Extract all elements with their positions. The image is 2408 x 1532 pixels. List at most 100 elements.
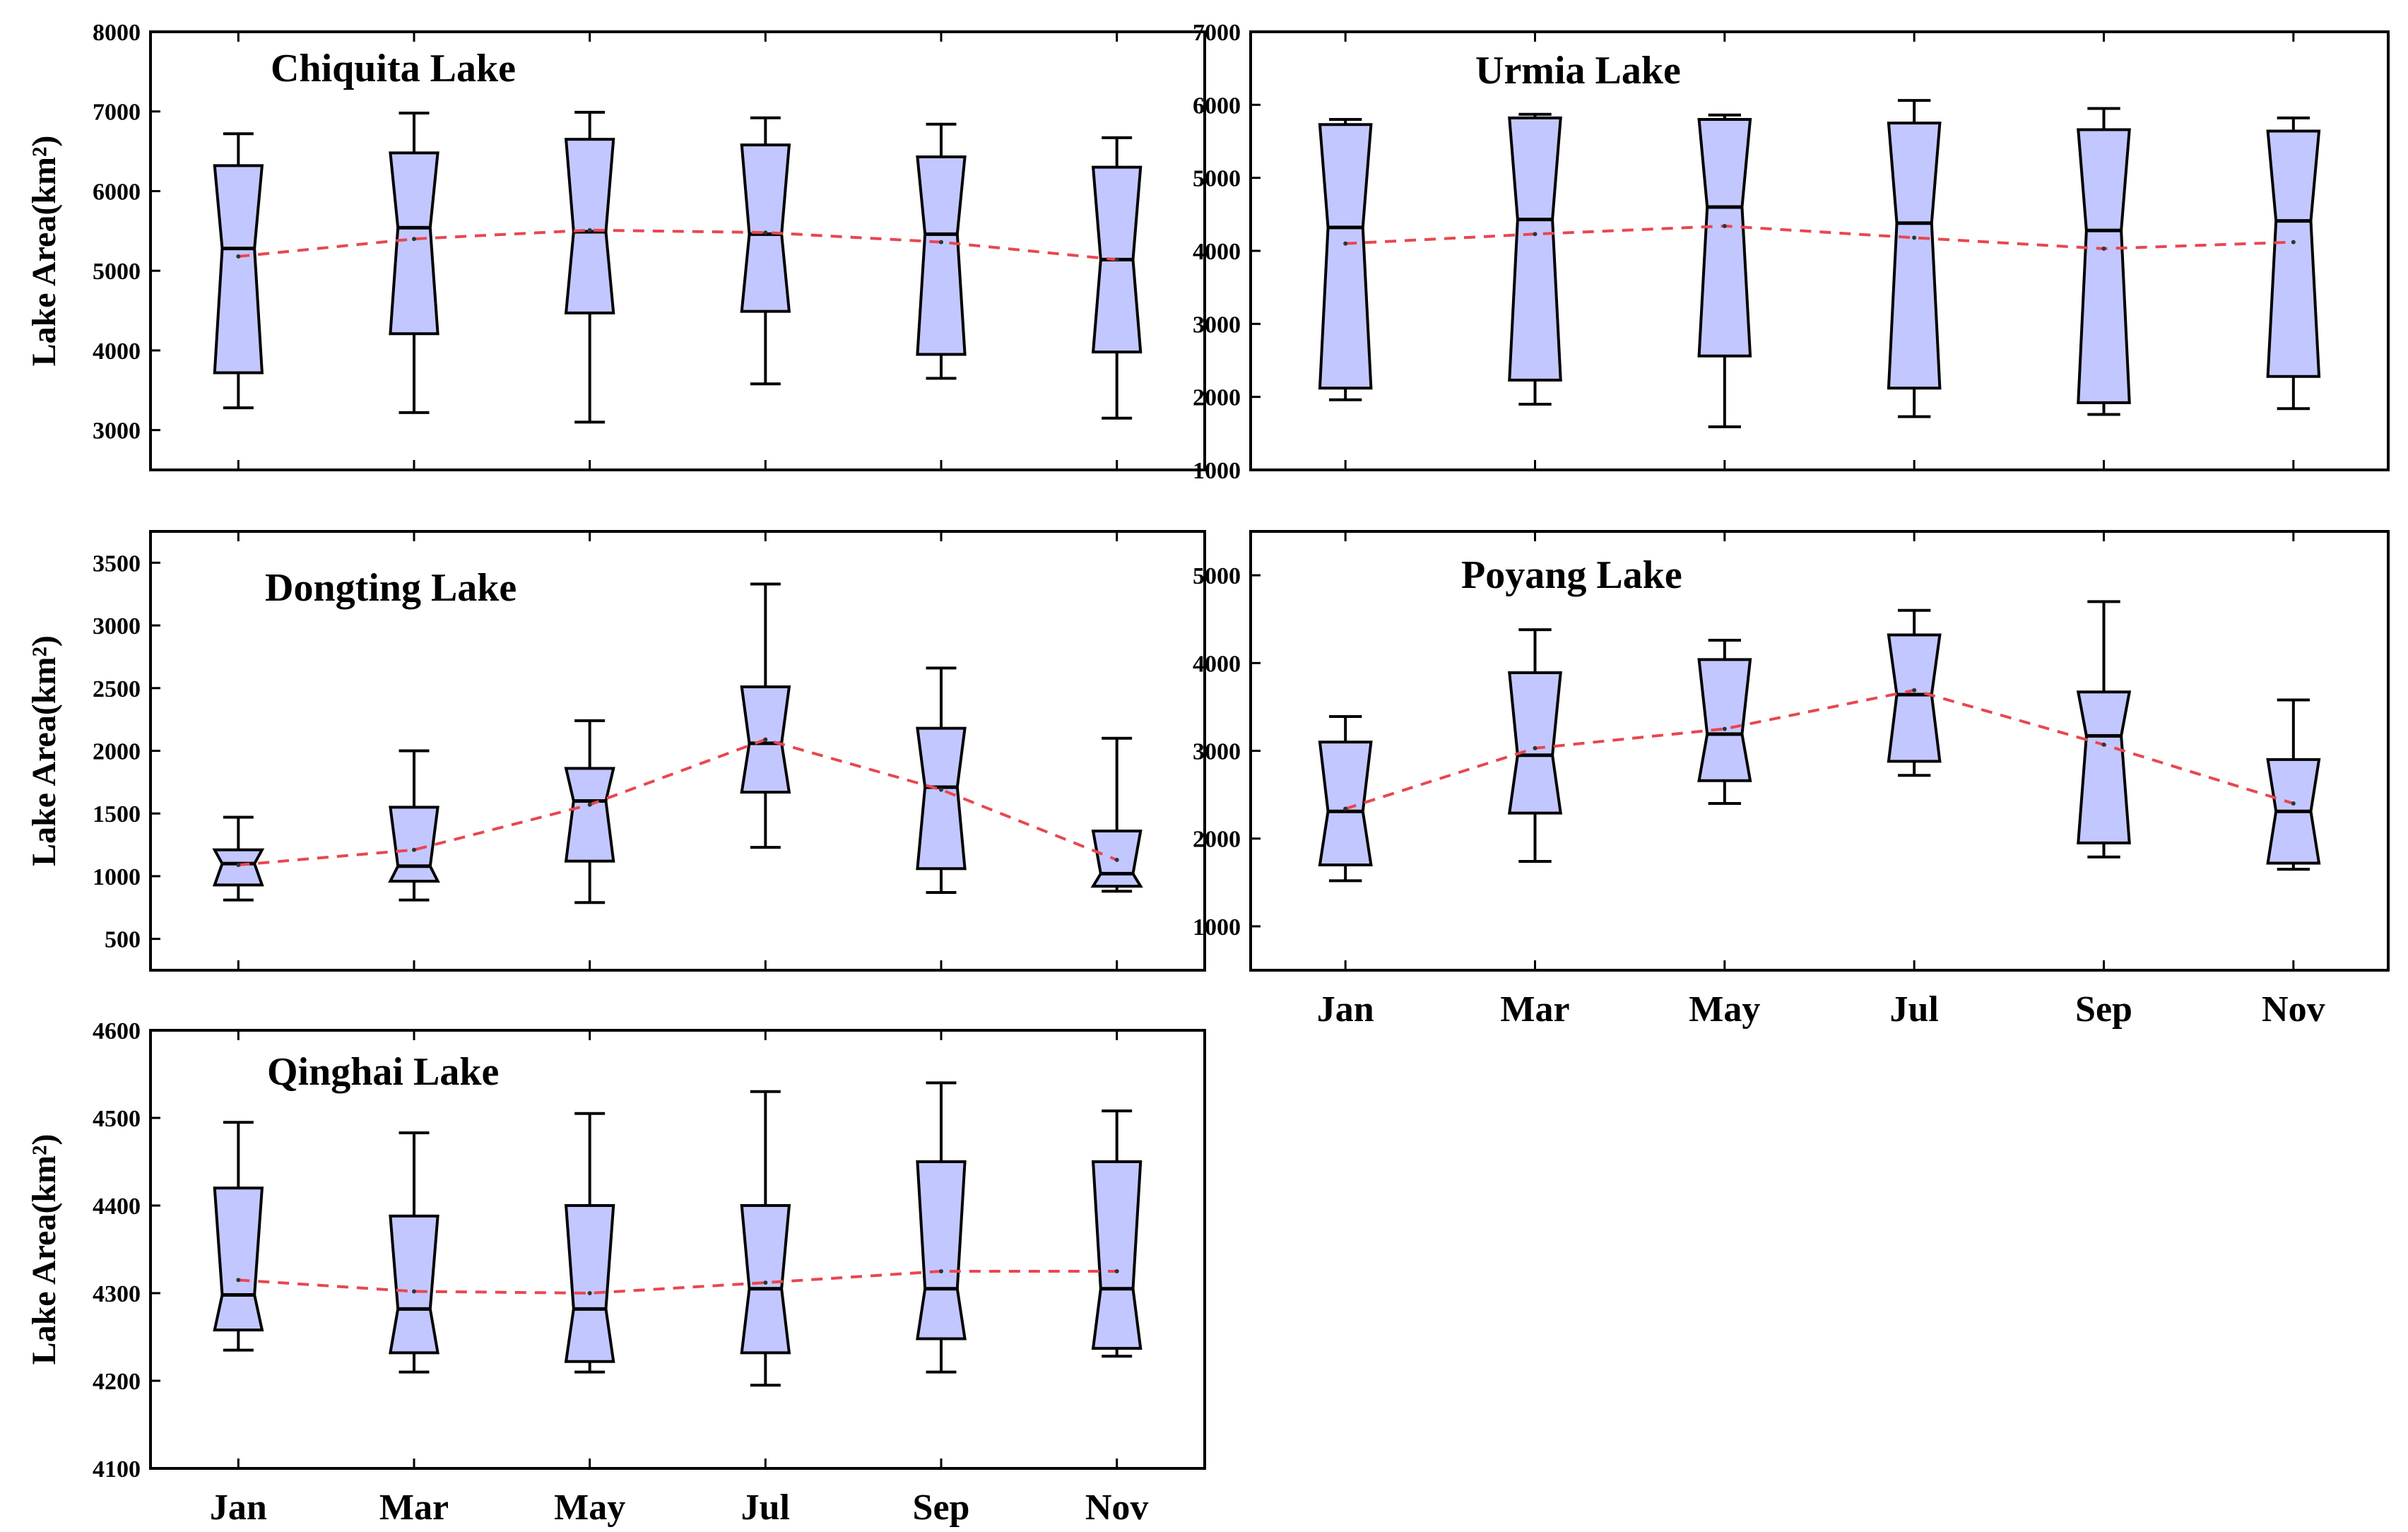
box	[740, 1204, 791, 1355]
box	[1887, 122, 1942, 390]
mean-point	[939, 787, 943, 792]
box	[1697, 118, 1752, 358]
plot-frame	[149, 530, 1206, 972]
panel-title: Chiquita Lake	[271, 47, 516, 90]
mean-point	[1343, 806, 1348, 811]
x-tick-label: Jan	[210, 1487, 267, 1528]
y-tick-label: 1000	[93, 864, 141, 890]
panel-qinghai-lake: 4100 4200 4300 4400 4500 4600 Jan Mar May Jul Sep N…	[25, 1018, 1206, 1528]
mean-point	[939, 1269, 943, 1273]
mean-point	[236, 254, 241, 259]
box	[213, 1186, 264, 1332]
box	[1697, 658, 1752, 782]
y-tick-label: 5000	[1193, 563, 1241, 589]
y-tick-label: 4000	[93, 338, 141, 365]
box	[213, 164, 264, 375]
mean-point	[2101, 246, 2106, 251]
plot-frame	[149, 30, 1206, 471]
panel-chiquita-lake: 3000 4000 5000 6000 7000 8000 Chiquita Lake Lak…	[25, 20, 1206, 471]
mean-point	[1722, 223, 1727, 228]
panel-title: Qinghai Lake	[267, 1050, 499, 1094]
panel-urmia-lake: 1000 2000 3000 4000 5000 6000 7000 Urmia Lake	[1193, 20, 2390, 484]
mean-point	[587, 802, 592, 807]
y-axis-label: Lake Area(km²)	[25, 635, 63, 866]
box	[1318, 123, 1373, 390]
x-tick-label: Jan	[1317, 989, 1374, 1030]
y-tick-label: 5000	[93, 259, 141, 285]
y-tick-label: 4600	[93, 1018, 141, 1044]
mean-trend-line	[1345, 688, 2294, 811]
mean-point	[2291, 240, 2296, 244]
panel-dongting-lake: 500 1000 1500 2000 2500 3000 3500 Dongting Lake…	[25, 530, 1206, 972]
box	[2077, 128, 2131, 404]
mean-point	[763, 737, 768, 742]
mean-point	[763, 230, 768, 235]
mean-point	[1722, 726, 1727, 731]
mean-point	[236, 1278, 241, 1283]
y-tick-label: 8000	[93, 20, 141, 46]
x-tick-label: Jul	[741, 1487, 790, 1528]
box	[1318, 741, 1373, 866]
mean-point	[1533, 232, 1538, 237]
box	[389, 1214, 439, 1355]
box	[916, 1160, 967, 1340]
y-tick-label: 3000	[93, 613, 141, 640]
plot-frame	[149, 1029, 1206, 1470]
mean-point	[1114, 857, 1119, 862]
x-tick-label: May	[1689, 989, 1760, 1030]
x-tick-label: Mar	[379, 1487, 449, 1528]
mean-trend-line	[238, 738, 1118, 866]
y-tick-label: 2000	[1193, 385, 1241, 411]
y-tick-label: 4400	[93, 1194, 141, 1220]
x-tick-label: Nov	[2262, 989, 2325, 1030]
mean-point	[1533, 746, 1538, 750]
mean-trend-line	[238, 228, 1117, 261]
y-tick-label: 3500	[93, 550, 141, 577]
box	[1887, 633, 1942, 763]
y-tick-label: 4000	[1193, 239, 1241, 265]
y-tick-label: 2000	[1193, 827, 1241, 853]
x-tick-label: Nov	[1085, 1487, 1149, 1528]
y-axis-label: Lake Area(km²)	[25, 1134, 63, 1365]
mean-point	[763, 1280, 768, 1285]
y-tick-label: 6000	[1193, 93, 1241, 119]
mean-point	[1912, 235, 1917, 240]
mean-point	[939, 240, 943, 244]
x-tick-label: Jul	[1889, 989, 1938, 1030]
y-tick-label: 1500	[93, 801, 141, 827]
y-tick-label: 500	[105, 927, 141, 953]
y-tick-label: 4200	[93, 1369, 141, 1395]
panel-poyang-lake: 1000 2000 3000 4000 5000 Jan Mar May Jul Sep Nov Po…	[1193, 530, 2390, 1030]
box	[212, 848, 265, 887]
box	[564, 138, 615, 314]
box	[564, 1204, 615, 1363]
x-tick-label: Sep	[913, 1487, 970, 1528]
mean-point	[412, 847, 416, 852]
box	[388, 806, 440, 883]
panel-title: Urmia Lake	[1475, 49, 1681, 93]
y-axis-label: Lake Area(km²)	[25, 136, 63, 367]
y-tick-label: 1000	[1193, 458, 1241, 484]
box	[740, 143, 791, 313]
y-tick-label: 1000	[1193, 914, 1241, 941]
y-tick-label: 4000	[1193, 651, 1241, 677]
mean-point	[2291, 801, 2296, 806]
box	[2076, 690, 2132, 844]
y-tick-label: 7000	[1193, 20, 1241, 46]
y-tick-label: 4500	[93, 1106, 141, 1132]
box	[916, 155, 967, 356]
y-tick-label: 3000	[1193, 739, 1241, 765]
mean-point	[412, 1289, 416, 1294]
panel-title: Dongting Lake	[265, 566, 517, 610]
mean-trend-line	[1345, 224, 2294, 250]
mean-point	[587, 228, 592, 232]
x-tick-label: May	[554, 1487, 625, 1528]
mean-point	[587, 1291, 592, 1295]
y-tick-label: 6000	[93, 179, 141, 205]
x-tick-label: Sep	[2075, 989, 2132, 1030]
mean-point	[1114, 1269, 1119, 1273]
box	[1508, 116, 1562, 382]
box	[1091, 1160, 1143, 1350]
y-tick-label: 3000	[93, 418, 141, 444]
